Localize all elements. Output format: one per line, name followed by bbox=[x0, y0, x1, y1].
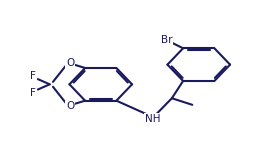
Text: F: F bbox=[30, 71, 36, 81]
Text: O: O bbox=[66, 58, 74, 68]
Text: Br: Br bbox=[161, 35, 172, 45]
Text: F: F bbox=[30, 88, 36, 98]
Text: NH: NH bbox=[145, 114, 160, 124]
Text: O: O bbox=[66, 101, 74, 111]
